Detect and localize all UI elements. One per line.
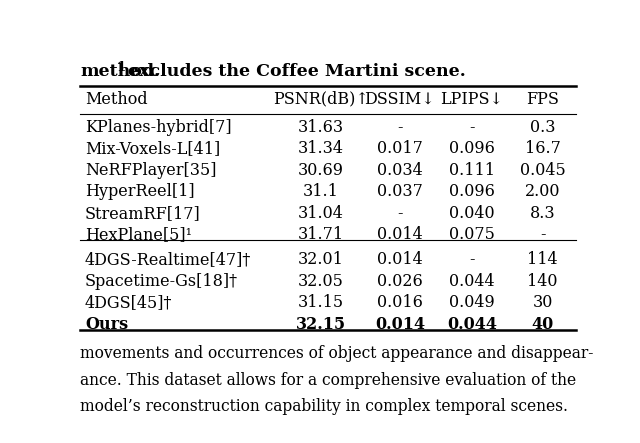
Text: -: - [469,119,475,136]
Text: 0.026: 0.026 [377,273,423,290]
Text: 32.01: 32.01 [298,251,344,268]
Text: HyperReel[1]: HyperReel[1] [85,183,195,201]
Text: 0.044: 0.044 [449,273,495,290]
Text: 31.34: 31.34 [298,140,344,157]
Text: 114: 114 [527,251,558,268]
Text: method.: method. [80,63,160,80]
Text: movements and occurrences of object appearance and disappear-: movements and occurrences of object appe… [80,345,593,362]
Text: Mix-Voxels-L[41]: Mix-Voxels-L[41] [85,140,220,157]
Text: Spacetime-Gs[18]†: Spacetime-Gs[18]† [85,273,238,290]
Text: 0.111: 0.111 [449,162,495,179]
Text: 31.71: 31.71 [298,226,344,244]
Text: 0.034: 0.034 [377,162,423,179]
Text: 31.15: 31.15 [298,294,344,311]
Text: 30.69: 30.69 [298,162,344,179]
Text: -: - [397,205,403,222]
Text: 0.096: 0.096 [449,183,495,201]
Text: 0.096: 0.096 [449,140,495,157]
Text: 0.044: 0.044 [447,316,497,333]
Text: ance. This dataset allows for a comprehensive evaluation of the: ance. This dataset allows for a comprehe… [80,372,576,389]
Text: LPIPS↓: LPIPS↓ [440,91,503,108]
Text: model’s reconstruction capability in complex temporal scenes.: model’s reconstruction capability in com… [80,398,568,416]
Text: 40: 40 [531,316,554,333]
Text: 16.7: 16.7 [525,140,561,157]
Text: PSNR(dB)↑: PSNR(dB)↑ [273,91,369,108]
Text: 32.15: 32.15 [296,316,346,333]
Text: KPlanes-hybrid[7]: KPlanes-hybrid[7] [85,119,232,136]
Text: excludes the Coffee Martini scene.: excludes the Coffee Martini scene. [122,63,466,80]
Text: 4DGS[45]†: 4DGS[45]† [85,294,172,311]
Text: 0.075: 0.075 [449,226,495,244]
Text: 31.04: 31.04 [298,205,344,222]
Text: StreamRF[17]: StreamRF[17] [85,205,201,222]
Text: 31.1: 31.1 [303,183,339,201]
Text: 0.017: 0.017 [377,140,423,157]
Text: 8.3: 8.3 [530,205,556,222]
Text: 0.014: 0.014 [377,251,423,268]
Text: 0.045: 0.045 [520,162,565,179]
Text: 0.3: 0.3 [530,119,556,136]
Text: -: - [540,226,545,244]
Text: 0.014: 0.014 [377,226,423,244]
Text: -: - [397,119,403,136]
Text: Method: Method [85,91,148,108]
Text: HexPlane[5]¹: HexPlane[5]¹ [85,226,192,244]
Text: Ours: Ours [85,316,128,333]
Text: 0.049: 0.049 [449,294,495,311]
Text: 4DGS-Realtime[47]†: 4DGS-Realtime[47]† [85,251,252,268]
Text: NeRFPlayer[35]: NeRFPlayer[35] [85,162,216,179]
Text: 0.014: 0.014 [375,316,425,333]
Text: 1: 1 [116,61,125,74]
Text: 0.040: 0.040 [449,205,495,222]
Text: 31.63: 31.63 [298,119,344,136]
Text: 140: 140 [527,273,558,290]
Text: -: - [469,251,475,268]
Text: 0.016: 0.016 [377,294,423,311]
Text: FPS: FPS [526,91,559,108]
Text: 30: 30 [532,294,553,311]
Text: 0.037: 0.037 [377,183,423,201]
Text: DSSIM↓: DSSIM↓ [365,91,435,108]
Text: 2.00: 2.00 [525,183,560,201]
Text: 32.05: 32.05 [298,273,344,290]
